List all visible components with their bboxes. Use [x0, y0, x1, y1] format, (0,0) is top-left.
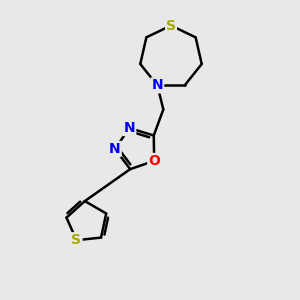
Text: S: S [71, 233, 82, 247]
Text: N: N [152, 78, 163, 92]
Text: N: N [124, 121, 135, 135]
Text: S: S [166, 19, 176, 32]
Text: N: N [109, 142, 121, 156]
Text: O: O [148, 154, 160, 168]
